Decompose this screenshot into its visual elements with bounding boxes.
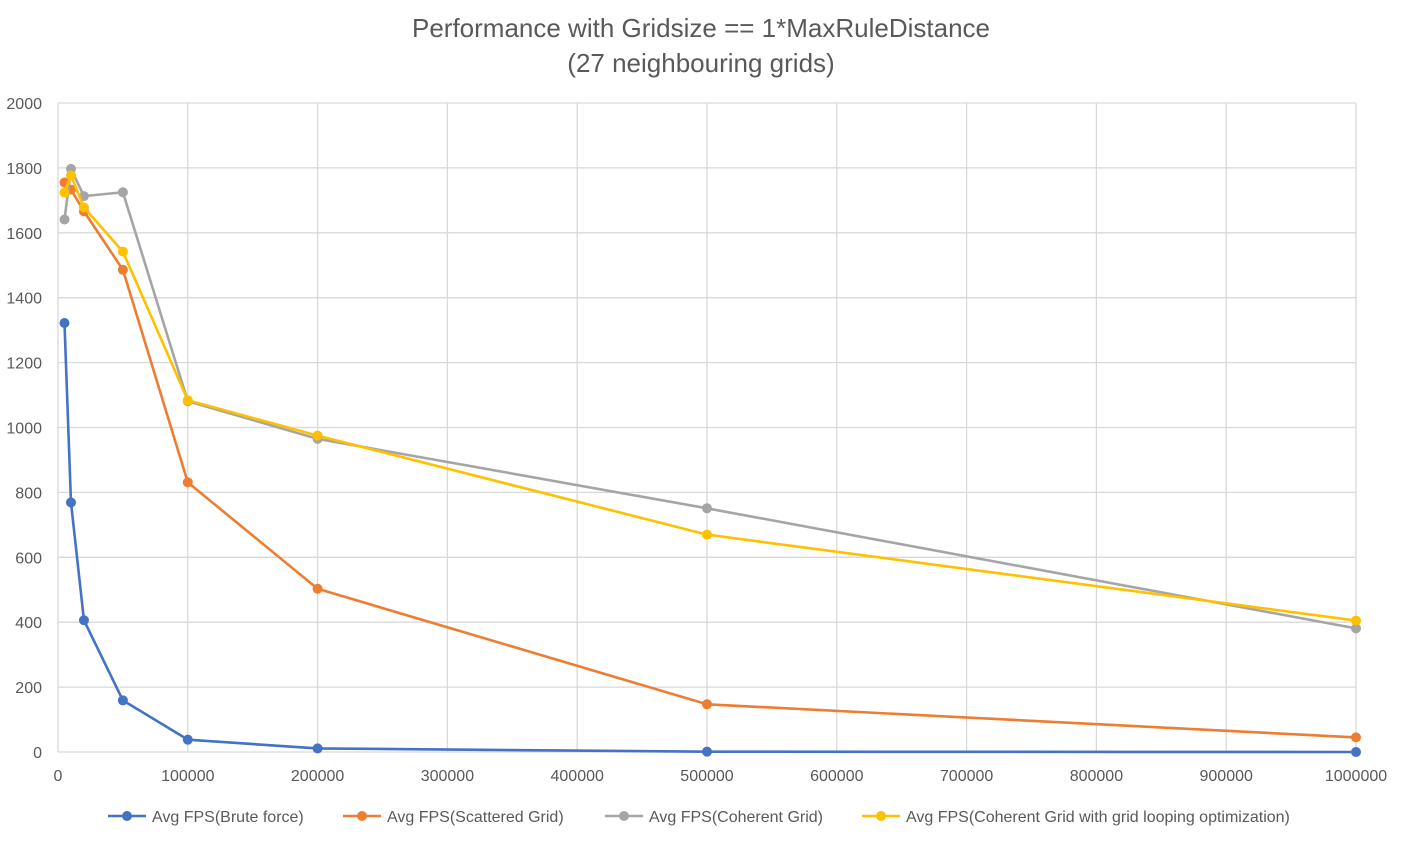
y-tick-label: 0 bbox=[33, 745, 42, 762]
legend-label: Avg FPS(Scattered Grid) bbox=[387, 809, 564, 826]
legend-item-4: Avg FPS(Coherent Grid with grid looping … bbox=[862, 809, 1290, 826]
data-point bbox=[702, 529, 712, 540]
data-point bbox=[182, 477, 193, 488]
data-point bbox=[182, 734, 193, 745]
x-tick-label: 100000 bbox=[161, 768, 214, 785]
data-point bbox=[65, 170, 76, 181]
legend-swatch-marker bbox=[876, 811, 886, 821]
legend: Avg FPS(Brute force) Avg FPS(Scattered Gr… bbox=[108, 809, 1290, 826]
data-point bbox=[702, 503, 712, 514]
data-point bbox=[78, 615, 89, 626]
y-tick-label: 1400 bbox=[6, 291, 42, 308]
data-point bbox=[1351, 623, 1361, 634]
data-point bbox=[1351, 747, 1361, 757]
data-point bbox=[59, 214, 70, 225]
y-tick-label: 800 bbox=[15, 485, 42, 502]
y-tick-label: 400 bbox=[15, 615, 42, 632]
axis-tick-labels: 0 200 400 600 800 1000 1200 1400 1600 1800 2000 0 10… bbox=[6, 96, 1387, 785]
legend-item-1: Avg FPS(Brute force) bbox=[108, 809, 304, 826]
y-tick-label: 200 bbox=[15, 680, 42, 697]
x-tick-label: 1000000 bbox=[1325, 768, 1387, 785]
data-point bbox=[78, 202, 89, 213]
chart-title: Performance with Gridsize == 1*MaxRuleDi… bbox=[412, 13, 990, 43]
x-tick-label: 200000 bbox=[291, 768, 344, 785]
y-tick-label: 1000 bbox=[6, 421, 42, 438]
y-tick-label: 1200 bbox=[6, 356, 42, 373]
x-tick-label: 500000 bbox=[680, 768, 733, 785]
legend-label: Avg FPS(Brute force) bbox=[152, 809, 304, 826]
x-tick-label: 400000 bbox=[551, 768, 604, 785]
data-point bbox=[59, 187, 70, 198]
data-point bbox=[312, 743, 323, 754]
series-line bbox=[63, 181, 1358, 739]
data-point bbox=[702, 699, 712, 710]
data-point bbox=[117, 695, 128, 706]
legend-label: Avg FPS(Coherent Grid with grid looping … bbox=[906, 809, 1290, 826]
data-point bbox=[312, 430, 323, 441]
legend-swatch-marker bbox=[619, 811, 629, 821]
data-point bbox=[312, 583, 323, 594]
series-3 bbox=[59, 163, 1361, 634]
data-point bbox=[117, 187, 128, 198]
y-tick-label: 2000 bbox=[6, 96, 42, 113]
data-point bbox=[702, 746, 712, 757]
data-point bbox=[1351, 615, 1361, 626]
x-tick-label: 700000 bbox=[940, 768, 993, 785]
series-line bbox=[63, 167, 1358, 630]
legend-item-2: Avg FPS(Scattered Grid) bbox=[343, 809, 564, 826]
data-point bbox=[182, 395, 193, 406]
x-tick-label: 600000 bbox=[810, 768, 863, 785]
data-point bbox=[59, 318, 70, 329]
chart-subtitle: (27 neighbouring grids) bbox=[567, 48, 834, 78]
y-tick-label: 600 bbox=[15, 550, 42, 567]
legend-swatch-marker bbox=[357, 811, 367, 821]
series-4 bbox=[59, 170, 1361, 626]
x-tick-label: 300000 bbox=[421, 768, 474, 785]
data-point bbox=[117, 246, 128, 257]
legend-swatch-marker bbox=[122, 811, 132, 821]
gridlines bbox=[57, 102, 1357, 753]
x-tick-label: 800000 bbox=[1070, 768, 1123, 785]
series-1 bbox=[59, 318, 1361, 757]
y-tick-label: 1800 bbox=[6, 161, 42, 178]
legend-label: Avg FPS(Coherent Grid) bbox=[649, 809, 823, 826]
y-tick-label: 1600 bbox=[6, 226, 42, 243]
legend-item-3: Avg FPS(Coherent Grid) bbox=[605, 809, 823, 826]
series-plot-area bbox=[59, 163, 1361, 757]
x-tick-label: 900000 bbox=[1200, 768, 1253, 785]
series-line bbox=[63, 174, 1358, 622]
data-point bbox=[65, 497, 76, 508]
series-2 bbox=[59, 177, 1361, 743]
data-point bbox=[1351, 732, 1361, 743]
x-tick-label: 0 bbox=[54, 768, 63, 785]
series-line bbox=[63, 321, 1358, 754]
data-point bbox=[117, 264, 128, 275]
